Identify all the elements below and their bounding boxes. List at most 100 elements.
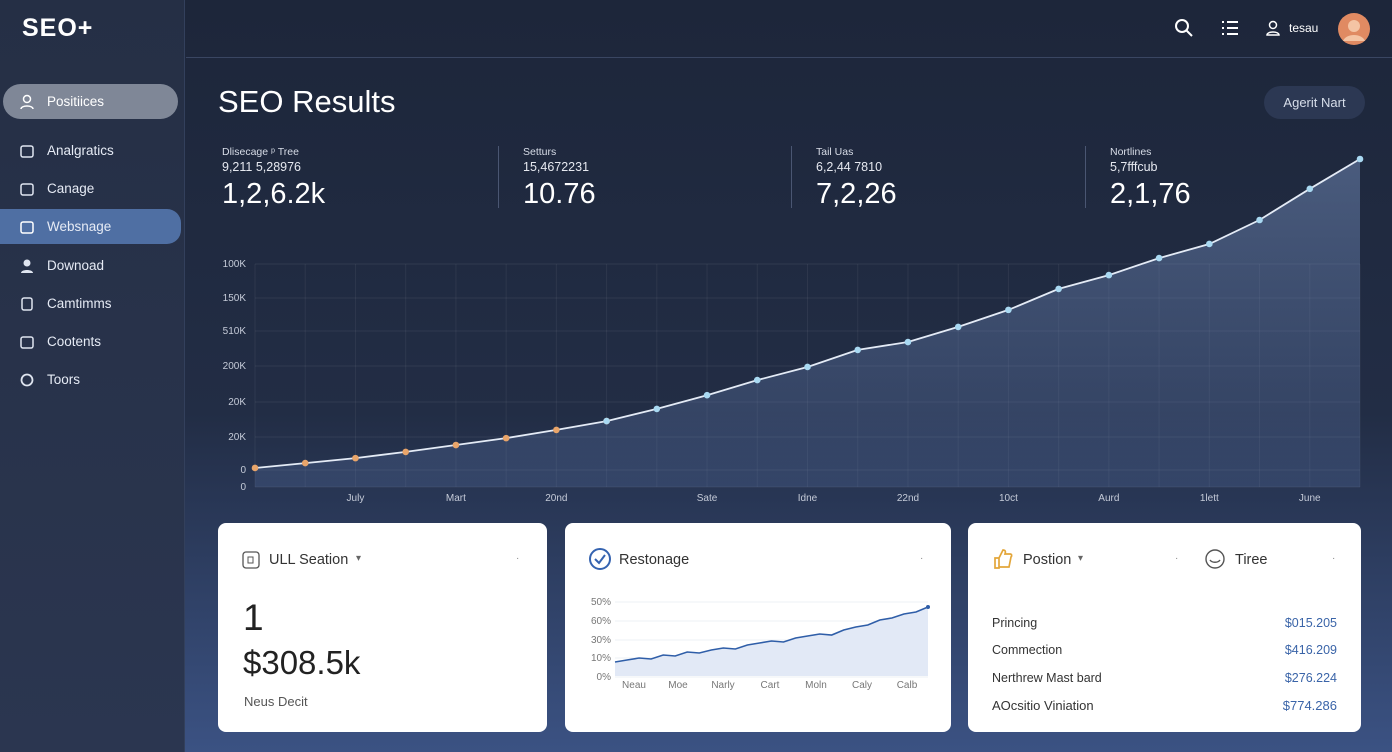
point (603, 417, 610, 425)
stat: Nortlines 5,7fffcub 2,1,76 (1085, 146, 1191, 210)
y-axis-label: 200K (223, 361, 247, 372)
stat-value: 10.76 (523, 178, 596, 210)
icon (20, 145, 34, 158)
row-value: $416.209 (1284, 643, 1337, 657)
dropdown-caret[interactable]: ▾ (1078, 553, 1084, 564)
nav-item[interactable]: Toors (3, 362, 178, 397)
stat-value: 2,1,76 (1110, 178, 1191, 210)
point (1105, 271, 1113, 279)
point (703, 391, 711, 399)
nav-item[interactable]: Canage (3, 171, 178, 206)
avatar[interactable] (1337, 12, 1371, 46)
x-axis-label: 22nd (897, 493, 919, 504)
card-title[interactable]: Postion (1023, 552, 1072, 568)
point (402, 448, 409, 456)
amount: $308.5k (243, 644, 361, 681)
list-icon[interactable] (1221, 20, 1239, 36)
point (1256, 216, 1263, 224)
point (1005, 306, 1012, 314)
y-axis-label: 0 (240, 482, 246, 493)
table-row: Nerthrew Mast bard $276.224 (992, 671, 1337, 685)
page-title: SEO Results (218, 84, 396, 119)
stat-label: Nortlines (1110, 146, 1152, 158)
point (1306, 185, 1314, 193)
x-axis-label: Aurd (1098, 493, 1119, 504)
point (301, 459, 309, 467)
icon (21, 297, 33, 311)
table-row: Commection $416.209 (992, 643, 1337, 657)
stat-sublabel: 15,4672231 (523, 160, 590, 174)
username[interactable]: tesau (1289, 21, 1319, 35)
dot: · (1175, 553, 1179, 564)
caption: Neus Decit (244, 694, 308, 709)
nav-item[interactable]: Websnage (0, 209, 181, 244)
point (954, 323, 962, 331)
icon (20, 94, 34, 110)
icon (994, 549, 1013, 569)
nav-item[interactable]: Analgratics (3, 133, 178, 168)
icon (20, 221, 34, 234)
topbar: tesau (186, 0, 1392, 58)
nav-item[interactable]: Cootents (3, 324, 178, 359)
stat: Dlisecage ᵖ Tree 9,211 5,28976 1,2,6.2k (198, 146, 326, 210)
y-axis-label: 150K (223, 293, 247, 304)
row-label: AOcsitio Viniation (992, 698, 1094, 713)
point (251, 464, 259, 472)
stat-sublabel: 5,7fffcub (1110, 160, 1158, 174)
stat-value: 1,2,6.2k (222, 178, 326, 210)
header-button[interactable]: Agerit Nart (1264, 86, 1365, 119)
point (502, 434, 510, 442)
x-axis-label: Idne (798, 493, 818, 504)
point (854, 346, 862, 354)
nav-item[interactable]: Positiices (3, 84, 178, 119)
icon (589, 548, 611, 570)
x-axis-label: 1lett (1200, 493, 1219, 504)
nav-label: Downoad (47, 258, 105, 273)
dot: · (1332, 553, 1336, 564)
area-fill (255, 159, 1360, 487)
row-label: Princing (992, 616, 1038, 630)
y-axis-label: 100K (223, 259, 247, 270)
stat-sublabel: 6,2,44 7810 (816, 160, 883, 174)
dot: · (920, 553, 924, 564)
stat-sublabel: 9,211 5,28976 (222, 160, 302, 174)
tab-title[interactable]: Tiree (1235, 552, 1268, 568)
icon (21, 259, 33, 273)
point (1356, 155, 1364, 163)
line (254, 420, 607, 469)
stat-label: Setturs (523, 146, 557, 158)
icon (20, 373, 34, 387)
x-axis-label: 20nd (545, 493, 567, 504)
x-axis-label: Mart (446, 493, 466, 504)
y-axis-label: 20K (228, 432, 246, 443)
row-value: $015.205 (1284, 616, 1337, 630)
search-icon[interactable] (1174, 18, 1194, 38)
row-value: $276.224 (1284, 671, 1337, 685)
row-value: $774.286 (1282, 698, 1337, 713)
point (653, 405, 661, 413)
card-title: Restonage (619, 552, 690, 568)
nav-label: Websnage (47, 219, 112, 234)
icon (20, 336, 34, 349)
nav-label: Analgratics (47, 143, 114, 158)
stat-value: 7,2,26 (816, 178, 897, 210)
stat: Setturs 15,4672231 10.76 (498, 146, 596, 210)
table-row: AOcsitio Viniation $774.286 (992, 698, 1337, 713)
stat-label: Dlisecage ᵖ Tree (222, 146, 299, 158)
point (1055, 285, 1062, 293)
card: ULL Seation ▾ · 1 $308.5k Neus Decit (218, 523, 547, 732)
dropdown-caret[interactable]: ▾ (356, 553, 362, 564)
nav-item[interactable]: Downoad (3, 248, 178, 283)
dot: · (516, 553, 520, 564)
card: Restonage · (565, 523, 951, 732)
card-title[interactable]: ULL Seation (269, 552, 349, 568)
nav-item[interactable]: Camtimms (3, 286, 178, 321)
point (1155, 254, 1163, 262)
icon (1205, 549, 1225, 569)
logo: SEO+ (22, 14, 94, 42)
icon (242, 551, 260, 569)
row-label: Nerthrew Mast bard (992, 671, 1102, 685)
point (452, 441, 460, 449)
point (352, 454, 359, 462)
